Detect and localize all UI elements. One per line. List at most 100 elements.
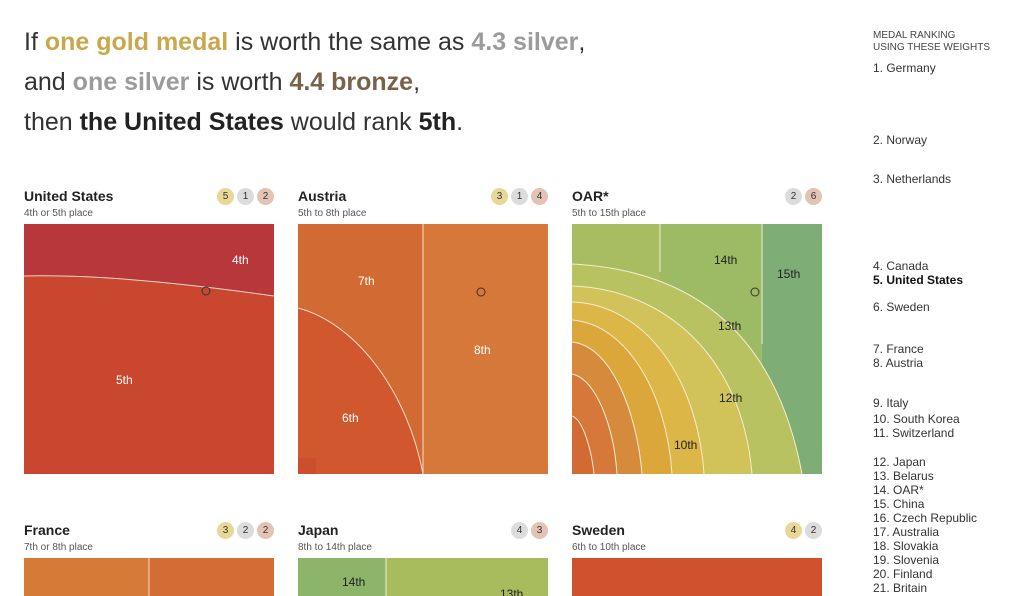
medal-ranking-list: MEDAL RANKING USING THESE WEIGHTS 1. Ger… bbox=[873, 30, 1023, 595]
headline-text: and bbox=[24, 68, 73, 96]
medal-counts: 2 6 bbox=[785, 188, 822, 205]
ranking-item: 5. United States bbox=[873, 273, 964, 287]
headline: If one gold medal is worth the same as 4… bbox=[24, 22, 585, 142]
headline-text: If bbox=[24, 28, 45, 56]
silver-medal-count: 4 bbox=[511, 522, 528, 539]
headline-text: , bbox=[413, 68, 421, 96]
region-svg: 14th 13th bbox=[298, 558, 548, 596]
ranking-item: 1. Germany bbox=[873, 61, 936, 75]
gold-medal-count: 3 bbox=[217, 522, 234, 539]
ranking-item: 10. South Korea bbox=[873, 412, 960, 426]
headline-country: the United States bbox=[79, 108, 284, 136]
panel-title: Japan bbox=[298, 522, 339, 538]
rank-region-plot[interactable]: 14th 13th bbox=[298, 558, 548, 596]
region-5th-corner bbox=[298, 458, 316, 474]
panel-title: United States bbox=[24, 188, 114, 204]
ranking-item: 19. Slovenia bbox=[873, 553, 940, 567]
rank-region-plot[interactable] bbox=[24, 558, 274, 596]
panel-title: OAR* bbox=[572, 188, 609, 204]
gold-medal-count: 4 bbox=[785, 522, 802, 539]
rank-region-plot[interactable]: 14th 15th 13th 12th 10th bbox=[572, 224, 822, 474]
region-svg: 4th 5th bbox=[24, 224, 274, 474]
ranking-item: 2. Norway bbox=[873, 133, 928, 147]
current-weight-marker bbox=[201, 286, 211, 296]
headline-gold: one gold medal bbox=[44, 28, 229, 56]
ranking-item: 8. Austria bbox=[873, 356, 924, 370]
headline-line-1: If one gold medal is worth the same as 4… bbox=[24, 22, 585, 62]
gold-medal-count: 3 bbox=[491, 188, 508, 205]
panel-subtitle: 8th to 14th place bbox=[298, 542, 372, 553]
panel-title: Austria bbox=[298, 188, 347, 204]
headline-text: would rank bbox=[283, 108, 419, 136]
bronze-medal-count: 3 bbox=[531, 522, 548, 539]
rank-region-plot[interactable]: 7th 8th 6th bbox=[298, 224, 548, 474]
medal-counts: 3 1 4 bbox=[491, 188, 548, 205]
ranking-item: 11. Switzerland bbox=[873, 426, 955, 440]
silver-medal-count: 1 bbox=[511, 188, 528, 205]
region-svg bbox=[24, 558, 274, 596]
current-weight-marker bbox=[750, 287, 760, 297]
headline-line-2: and one silver is worth 4.4 bronze, bbox=[24, 62, 585, 102]
region-svg: 14th 15th 13th 12th 10th bbox=[572, 224, 822, 474]
current-weight-marker bbox=[476, 287, 486, 297]
headline-line-3: then the United States would rank 5th. bbox=[24, 102, 585, 142]
region-label-14th: 14th bbox=[342, 575, 365, 589]
region-label-8th: 8th bbox=[474, 343, 491, 357]
headline-text: . bbox=[456, 108, 464, 136]
silver-medal-count: 2 bbox=[805, 522, 822, 539]
region-label-5th: 5th bbox=[116, 373, 133, 387]
panel-title: Sweden bbox=[572, 522, 625, 538]
region-label-12th: 12th bbox=[719, 391, 742, 405]
region-6th bbox=[298, 308, 423, 474]
panel-subtitle: 4th or 5th place bbox=[24, 208, 93, 219]
region-8th bbox=[149, 558, 274, 596]
ranking-item: 20. Finland bbox=[873, 567, 933, 581]
headline-text: then bbox=[24, 108, 80, 136]
rank-region-plot[interactable]: 4th 5th bbox=[24, 224, 274, 474]
ranking-title-line-1: MEDAL RANKING bbox=[873, 30, 956, 41]
medal-counts: 4 3 bbox=[511, 522, 548, 539]
region-13th bbox=[386, 558, 548, 596]
ranking-item: 4. Canada bbox=[873, 259, 929, 273]
panel-subtitle: 7th or 8th place bbox=[24, 542, 93, 553]
panel-subtitle: 5th to 15th place bbox=[572, 208, 646, 219]
region-svg bbox=[572, 558, 822, 596]
bronze-medal-count: 4 bbox=[531, 188, 548, 205]
region-boundaries bbox=[572, 224, 803, 474]
region-label-13th: 13th bbox=[500, 587, 523, 596]
ranking-title-line-2: USING THESE WEIGHTS bbox=[873, 42, 991, 53]
bronze-medal-count: 2 bbox=[257, 188, 274, 205]
ranking-item: 16. Czech Republic bbox=[873, 511, 978, 525]
region-label-13th: 13th bbox=[718, 319, 741, 333]
ranking-item: 3. Netherlands bbox=[873, 172, 952, 186]
silver-medal-count: 2 bbox=[237, 522, 254, 539]
silver-medal-count: 1 bbox=[237, 188, 254, 205]
medal-counts: 4 2 bbox=[785, 522, 822, 539]
headline-silver: one silver bbox=[72, 68, 190, 96]
ranking-item: 14. OAR* bbox=[873, 483, 924, 497]
headline-rank: 5th bbox=[418, 108, 457, 136]
ranking-item: 9. Italy bbox=[873, 396, 909, 410]
panel-subtitle: 5th to 8th place bbox=[298, 208, 367, 219]
headline-text: is worth bbox=[189, 68, 290, 96]
gold-medal-count: 5 bbox=[217, 188, 234, 205]
ranking-item: 6. Sweden bbox=[873, 300, 930, 314]
bronze-medal-count: 2 bbox=[257, 522, 274, 539]
ranking-item: 21. Britain bbox=[873, 581, 928, 595]
rank-region-plot[interactable] bbox=[572, 558, 822, 596]
region-4th bbox=[24, 224, 274, 296]
region-label-6th: 6th bbox=[342, 411, 359, 425]
ranking-item: 17. Australia bbox=[873, 525, 940, 539]
ranking-item: 12. Japan bbox=[873, 455, 926, 469]
headline-text: , bbox=[578, 28, 586, 56]
region-boundary bbox=[24, 275, 274, 297]
region-8th bbox=[423, 224, 548, 474]
headline-text: is worth the same as bbox=[228, 28, 472, 56]
region-boundary bbox=[298, 307, 424, 474]
headline-silver-value: 4.3 silver bbox=[471, 28, 579, 56]
region-7th bbox=[572, 416, 594, 474]
medal-counts: 3 2 2 bbox=[217, 522, 274, 539]
region-svg: 7th 8th 6th bbox=[298, 224, 548, 474]
panel-title: France bbox=[24, 522, 70, 538]
region-label-14th: 14th bbox=[714, 253, 737, 267]
